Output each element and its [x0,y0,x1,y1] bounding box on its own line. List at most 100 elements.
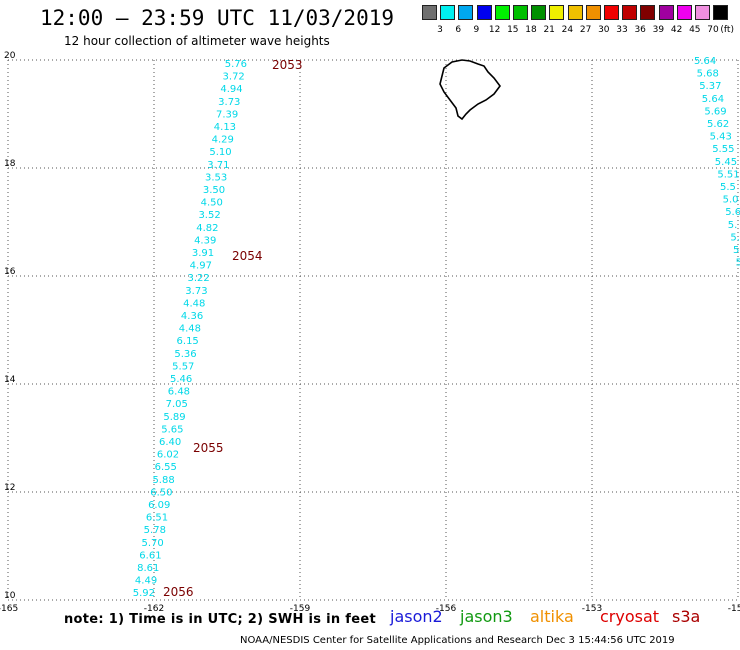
swh-value-label: 6.15 [177,336,199,347]
color-swatch [531,5,547,20]
swh-value-label: 5.65 [161,424,183,435]
swh-value-label: 5.46 [170,374,192,385]
swh-value-label: 6.48 [168,387,190,398]
color-scale-unit: (ft) [720,25,734,35]
y-tick-label: 18 [4,159,16,169]
swh-value-label: 5 [736,258,740,269]
color-scale-label: 45 [689,25,701,35]
swh-value-label: 4.48 [179,324,201,335]
x-tick-label: -153 [582,604,602,614]
swh-value-label: 3.50 [203,185,225,196]
swh-value-label: 4.36 [181,311,203,322]
swh-value-label: 5.78 [144,525,166,536]
credit-line: NOAA/NESDIS Center for Satellite Applica… [240,635,675,646]
color-scale-label: 12 [488,25,501,35]
swh-value-label: 6.61 [139,550,161,561]
swh-value-label: 5 [733,245,739,256]
legend-jason2: jason2 [390,607,443,626]
color-swatch [713,5,729,20]
color-scale-label: 39 [652,25,665,35]
y-tick-label: 12 [4,483,15,493]
color-swatch [658,5,674,20]
color-scale-label: 42 [670,25,683,35]
color-scale-label: 24 [561,25,574,35]
color-swatch [549,5,565,20]
legend-jason3: jason3 [460,607,513,626]
color-scale-label: 15 [507,25,519,35]
color-swatch [622,5,638,20]
swh-value-label: 6.51 [146,513,168,524]
color-swatch [494,5,510,20]
swh-value-label: 4.39 [194,235,216,246]
y-tick-label: 16 [4,267,16,277]
color-scale-label: 21 [543,25,555,35]
color-swatch [440,5,456,20]
swh-value-label: 5.70 [141,538,163,549]
swh-value-label: 4.97 [190,261,212,272]
swh-value-label: 5.57 [172,361,194,372]
swh-value-label: 6.50 [150,487,172,498]
color-swatch [585,5,601,20]
color-swatch [604,5,619,20]
swh-value-label: 5.6 [725,207,740,218]
swh-value-label: 5.36 [174,349,196,360]
swh-value-label: 5.45 [715,157,737,168]
swh-value-label: 3.52 [198,210,220,221]
color-swatch [458,5,474,20]
swh-value-label: 6.09 [148,500,170,511]
swh-value-label: 8.61 [137,563,159,574]
color-scale-label: 6 [455,25,462,35]
swh-value-label: 5.0 [723,195,739,206]
swh-value-label: 5.76 [225,59,247,70]
legend-altika: altika [530,607,574,626]
pass-number-label: 2053 [272,58,303,72]
swh-value-label: 3.73 [218,97,240,108]
swh-value-label: 5.64 [702,94,724,105]
color-swatch [513,5,528,20]
swh-value-label: 3.72 [223,72,245,83]
swh-value-label: 5.37 [699,81,721,92]
color-swatch [476,5,492,20]
swh-value-label: 3.73 [185,286,207,297]
swh-value-label: 5. [730,232,740,243]
swh-value-label: 4.50 [201,198,223,209]
color-scale-label: 30 [598,25,610,35]
y-tick-label: 10 [4,591,16,601]
swh-value-label: 5.89 [163,412,185,423]
y-tick-label: 14 [4,375,16,385]
map-title: 12:00 – 23:59 UTC 11/03/2019 [40,6,395,30]
pass-number-label: 2054 [232,249,263,263]
color-scale-label: 18 [525,25,537,35]
swh-value-label: 5. [728,220,738,231]
swh-value-label: 5.68 [697,69,719,80]
island-outline [439,59,501,121]
color-scale-label: 36 [634,25,646,35]
swh-value-label: 4.94 [220,84,242,95]
color-scale-label: 33 [616,25,628,35]
swh-value-label: 5.55 [712,144,734,155]
color-swatch [676,5,692,20]
swh-value-label: 5.64 [694,56,716,67]
color-scale-label: 3 [437,25,443,35]
swh-value-label: 5.5 [720,182,736,193]
color-swatch [422,5,437,20]
swh-value-label: 4.82 [196,223,218,234]
x-tick-label: -150 [728,604,740,614]
swh-value-label: 7.05 [166,399,188,410]
legend-cryosat: cryosat [600,607,660,626]
swh-value-label: 5.92 [133,588,155,599]
x-tick-label: -156 [436,604,457,614]
swh-value-label: 3.22 [187,273,209,284]
swh-value-label: 5.88 [152,475,174,486]
swh-value-label: 4.29 [212,135,234,146]
color-scale-label: 9 [473,25,480,35]
swh-value-label: 3.71 [207,160,229,171]
swh-value-label: 5.62 [707,119,729,130]
y-tick-label: 20 [4,51,16,61]
swh-value-label: 4.49 [135,576,157,587]
x-tick-label: -162 [144,604,164,614]
color-swatch [640,5,656,20]
swh-value-label: 5.10 [209,147,231,158]
swh-value-label: 5.69 [704,106,726,117]
